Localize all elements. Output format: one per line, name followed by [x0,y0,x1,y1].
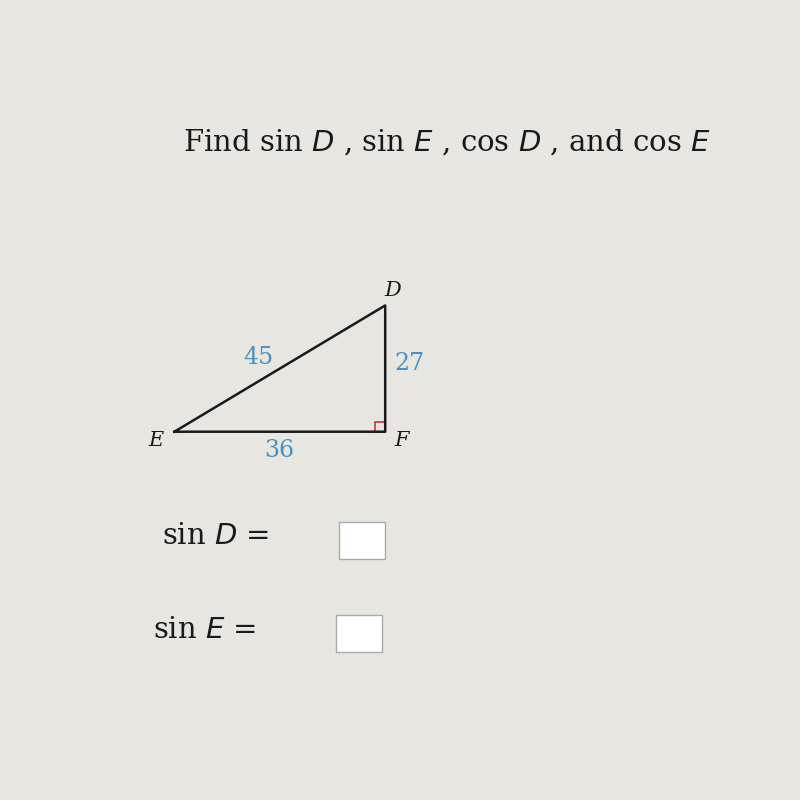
Text: sin $D$ =: sin $D$ = [162,522,270,550]
Text: sin $E$ =: sin $E$ = [153,616,256,644]
Text: Find sin $D$ , sin $E$ , cos $D$ , and cos $E$: Find sin $D$ , sin $E$ , cos $D$ , and c… [183,127,711,157]
Bar [336,614,382,652]
Text: 27: 27 [395,353,425,375]
Text: 45: 45 [243,346,273,370]
Bar [375,422,386,432]
Text: 36: 36 [265,438,295,462]
Text: D: D [384,281,401,299]
Bar [338,522,386,559]
Text: E: E [148,431,163,450]
Text: F: F [394,431,409,450]
